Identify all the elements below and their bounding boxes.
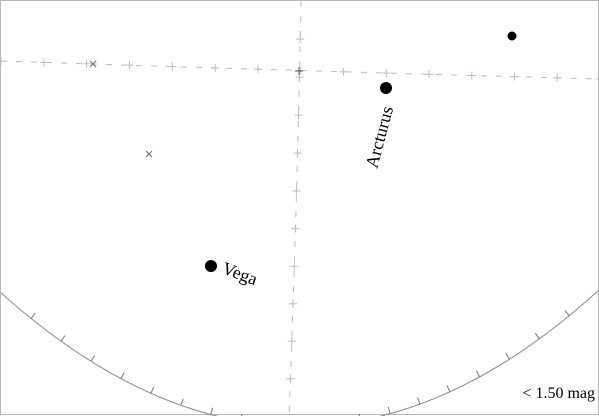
- horizon-tick: [475, 370, 481, 378]
- grid-plus-mark: [596, 78, 599, 80]
- grid-plus-mark: [294, 111, 303, 120]
- horizon-tick: [90, 355, 96, 362]
- grid-plus-mark: [467, 71, 476, 80]
- horizon-tick: [180, 398, 184, 406]
- grid-plus-mark: [211, 63, 220, 72]
- grid-plus-mark: [168, 62, 177, 71]
- cross-marker-2: [145, 150, 153, 158]
- star-unnamed[interactable]: [507, 31, 517, 41]
- horizon-tick: [446, 385, 451, 393]
- grid-plus-mark: [82, 59, 91, 68]
- horizon-tick: [505, 353, 510, 360]
- horizon-tick: [210, 407, 214, 415]
- grid-plus-mark: [295, 67, 303, 75]
- star-arcturus[interactable]: [380, 82, 392, 94]
- grid-plus-mark: [287, 337, 296, 346]
- grid-plus-mark: [125, 61, 134, 70]
- grid-plus-mark: [296, 35, 305, 44]
- horizon-tick: [417, 397, 421, 405]
- grid-plus-mark: [291, 224, 300, 233]
- grid-plus-mark: [339, 67, 348, 76]
- horizon-ticks: [30, 310, 570, 416]
- grid-line-vertical: [288, 1, 302, 416]
- star-vega[interactable]: [205, 260, 217, 272]
- grid-plus-mark: [253, 65, 262, 74]
- grid-plus-mark: [553, 73, 562, 82]
- cross-marker-1: [89, 60, 97, 68]
- star-label-arcturus: Arcturus: [362, 104, 398, 170]
- horizon-tick: [387, 406, 391, 414]
- horizon-tick: [120, 372, 125, 379]
- grid-plus-mark: [292, 186, 301, 195]
- magnitude-limit-label: < 1.50 mag: [522, 385, 595, 402]
- grid-plus-mark: [289, 299, 298, 308]
- grid-plus-mark: [382, 69, 391, 78]
- horizon-tick: [150, 386, 155, 394]
- grid-plus-mark: [1, 57, 5, 65]
- horizon-tick: [30, 312, 36, 319]
- horizon-arc: [1, 289, 599, 416]
- horizon-tick: [564, 310, 570, 317]
- grid-plus-mark: [293, 149, 302, 158]
- grid-plus-mark: [286, 374, 295, 383]
- grid-plus-mark: [425, 70, 434, 79]
- grid-crosses: [1, 35, 599, 383]
- grid-plus-mark: [510, 72, 519, 81]
- star-label-vega: Vega: [220, 258, 261, 289]
- grid-plus-mark: [290, 262, 299, 271]
- horizon-tick: [534, 332, 540, 340]
- horizon-tick: [60, 335, 66, 342]
- grid-plus-mark: [39, 58, 48, 67]
